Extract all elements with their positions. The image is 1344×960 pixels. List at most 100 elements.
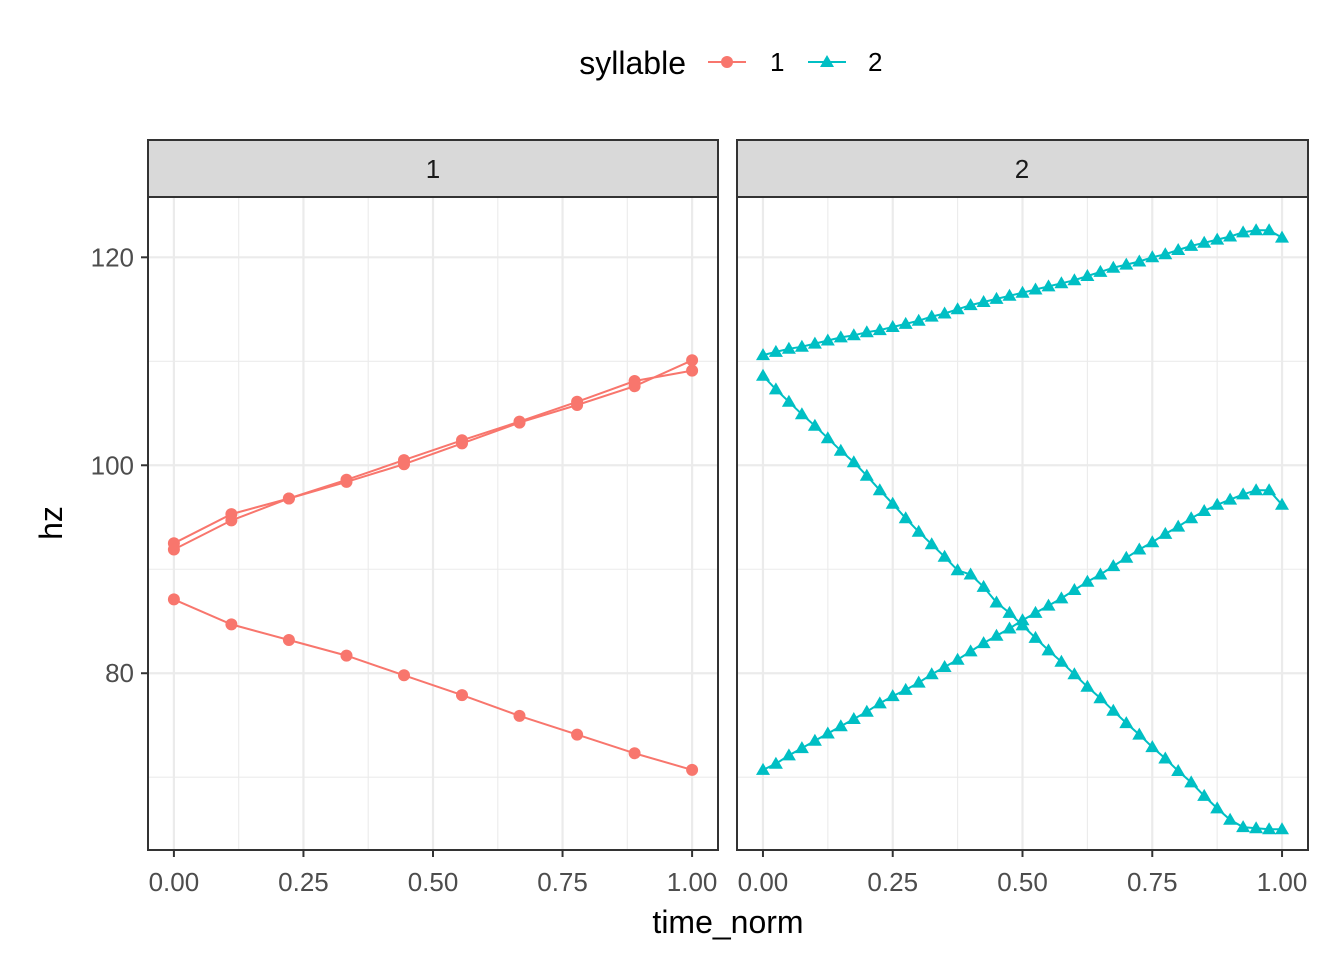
data-point <box>794 741 809 754</box>
data-point <box>807 336 822 349</box>
data-point <box>1171 519 1186 532</box>
data-point <box>768 756 783 769</box>
data-point <box>1054 654 1069 667</box>
data-point <box>846 455 861 468</box>
data-point <box>976 295 991 307</box>
data-point <box>820 431 835 444</box>
data-point <box>1223 229 1238 242</box>
data-point <box>872 696 887 709</box>
data-point <box>963 567 978 580</box>
data-point <box>1028 630 1043 643</box>
data-point <box>1067 667 1082 680</box>
data-point <box>807 418 822 431</box>
data-point <box>1197 788 1212 801</box>
data-point <box>833 330 848 343</box>
legend-marker-triangle <box>820 55 834 67</box>
x-tick-label: 0.00 <box>149 867 200 897</box>
data-point <box>1145 250 1160 263</box>
facet-panel-1: 1 <box>147 139 719 851</box>
x-tick-label: 0.00 <box>738 867 789 897</box>
facet-panel-2: 2 <box>736 139 1309 851</box>
series-2-2 <box>756 368 1289 835</box>
legend-marker-circle <box>721 56 733 68</box>
data-point <box>989 595 1004 608</box>
data-point <box>859 704 874 717</box>
data-point <box>872 323 887 336</box>
data-point <box>756 368 770 381</box>
data-point <box>846 712 861 724</box>
data-point <box>1041 598 1056 611</box>
data-point <box>1002 605 1017 618</box>
legend-key-1 <box>708 56 746 68</box>
data-point <box>282 492 295 505</box>
data-point <box>807 733 822 746</box>
data-point <box>1171 764 1186 776</box>
x-tick-label: 0.25 <box>278 867 329 897</box>
series-2-1 <box>756 223 1289 361</box>
data-point <box>571 728 584 741</box>
data-point <box>1158 247 1173 260</box>
data-point <box>885 496 900 509</box>
data-point <box>1145 740 1160 753</box>
legend-key-2 <box>808 55 846 67</box>
data-point <box>1119 257 1134 270</box>
data-point <box>1223 812 1238 825</box>
data-point <box>1054 276 1069 289</box>
data-point <box>924 309 939 322</box>
data-point <box>1028 282 1043 295</box>
data-point <box>1119 550 1134 563</box>
data-point <box>859 325 874 338</box>
data-point <box>1275 822 1289 835</box>
data-point <box>1210 801 1225 814</box>
y-axis-title: hz <box>33 506 69 540</box>
data-point <box>1106 703 1121 716</box>
data-point <box>1145 535 1160 548</box>
y-tick-label: 80 <box>105 658 134 688</box>
data-point <box>898 682 913 695</box>
legend-label-2: 2 <box>868 47 882 77</box>
data-point <box>950 652 965 665</box>
data-point <box>756 762 770 775</box>
legend-label-1: 1 <box>770 47 784 77</box>
data-point <box>1275 497 1289 510</box>
data-point <box>1262 822 1277 835</box>
data-point <box>1132 254 1147 267</box>
data-point <box>1197 235 1212 248</box>
data-point <box>768 344 783 357</box>
facet-strip-label-1: 1 <box>426 154 440 184</box>
legend-title: syllable <box>579 45 686 81</box>
data-point <box>885 689 900 702</box>
legend: syllable 1 2 <box>579 45 882 81</box>
series-group-1 <box>167 354 699 776</box>
data-point <box>989 291 1004 304</box>
data-point <box>898 316 913 329</box>
data-point <box>794 407 809 420</box>
y-tick-label: 120 <box>91 242 134 272</box>
data-point <box>1210 232 1225 245</box>
series-group-2 <box>756 223 1289 835</box>
series-line <box>173 359 693 551</box>
data-point <box>1093 691 1108 704</box>
data-point <box>456 437 468 450</box>
data-point <box>833 443 848 456</box>
data-point <box>781 748 796 761</box>
data-point <box>167 593 180 606</box>
data-point <box>686 763 699 776</box>
data-point <box>1028 605 1043 618</box>
data-point <box>989 628 1004 641</box>
facet-strip-1 <box>147 139 719 198</box>
data-point <box>768 382 783 395</box>
data-point <box>1041 279 1056 292</box>
x-tick-label: 0.75 <box>1127 867 1178 897</box>
data-point <box>1080 574 1095 587</box>
data-point <box>846 328 861 341</box>
data-point <box>872 483 887 496</box>
data-point <box>1197 504 1212 516</box>
data-point <box>1275 230 1289 243</box>
data-point <box>1184 775 1199 788</box>
data-point <box>1093 567 1108 580</box>
data-point <box>950 302 965 315</box>
gridlines-1 <box>148 197 718 850</box>
data-point <box>963 298 978 311</box>
data-point <box>820 726 835 739</box>
